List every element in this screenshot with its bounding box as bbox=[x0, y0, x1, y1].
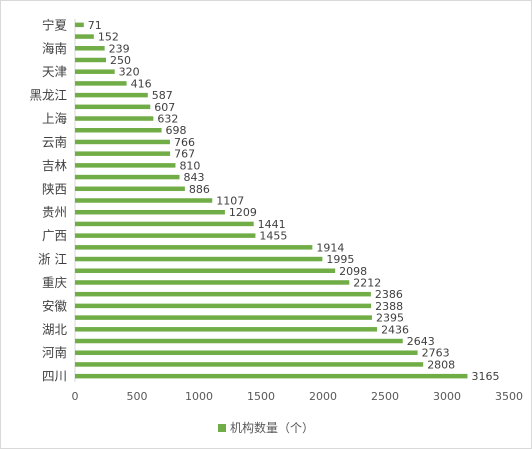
bar bbox=[75, 46, 105, 51]
category-label: 浙 江 bbox=[38, 252, 67, 267]
bar bbox=[75, 350, 418, 355]
x-tick-label: 1500 bbox=[247, 390, 275, 403]
x-tick-label: 3000 bbox=[433, 390, 461, 403]
x-tick-label: 1000 bbox=[185, 390, 213, 403]
category-label: 云南 bbox=[42, 134, 67, 149]
bar bbox=[75, 57, 106, 63]
data-label: 1209 bbox=[229, 206, 257, 219]
bar bbox=[75, 92, 148, 98]
data-label: 1995 bbox=[326, 253, 354, 266]
data-label: 886 bbox=[189, 183, 210, 196]
data-label: 1455 bbox=[259, 230, 287, 243]
data-label: 152 bbox=[98, 31, 119, 44]
data-label: 810 bbox=[179, 159, 200, 172]
category-label: 广西 bbox=[42, 228, 67, 243]
data-label: 239 bbox=[109, 42, 130, 55]
data-label: 632 bbox=[157, 113, 178, 126]
bar bbox=[75, 127, 162, 133]
bar bbox=[75, 69, 115, 74]
x-tick-label: 2500 bbox=[371, 390, 399, 403]
bar bbox=[75, 291, 371, 297]
data-label: 3165 bbox=[471, 370, 499, 383]
x-tick-label: 3500 bbox=[495, 390, 523, 403]
data-label: 1914 bbox=[316, 241, 344, 254]
x-tick-label: 0 bbox=[72, 390, 79, 403]
category-label: 贵州 bbox=[42, 205, 67, 220]
bar bbox=[75, 22, 84, 28]
x-tick-label: 2000 bbox=[309, 390, 337, 403]
bar bbox=[75, 104, 151, 110]
data-label: 1107 bbox=[216, 195, 244, 208]
bar bbox=[75, 151, 171, 156]
data-label: 2808 bbox=[427, 358, 455, 371]
x-tick-label: 500 bbox=[127, 390, 148, 403]
category-label: 河南 bbox=[42, 345, 67, 360]
category-label: 黑龙江 bbox=[29, 88, 67, 103]
legend-label: 机构数量（个） bbox=[229, 421, 314, 435]
bar bbox=[75, 256, 323, 262]
data-label: 320 bbox=[119, 66, 140, 79]
bar bbox=[75, 362, 424, 367]
data-label: 2643 bbox=[407, 335, 435, 348]
data-label: 71 bbox=[88, 19, 102, 32]
category-label: 宁夏 bbox=[42, 17, 68, 32]
data-label: 1441 bbox=[258, 218, 286, 231]
bar bbox=[75, 303, 372, 309]
category-label: 吉林 bbox=[42, 158, 68, 173]
category-label: 海南 bbox=[42, 41, 67, 56]
bar bbox=[75, 209, 225, 215]
category-label: 重庆 bbox=[42, 275, 68, 290]
bar bbox=[75, 174, 180, 180]
data-label: 2395 bbox=[376, 312, 404, 325]
data-label: 843 bbox=[184, 171, 205, 184]
bar bbox=[75, 139, 170, 145]
data-label: 2388 bbox=[375, 300, 403, 313]
data-label: 767 bbox=[174, 148, 195, 161]
bar bbox=[75, 186, 185, 192]
bar bbox=[75, 327, 378, 332]
data-label: 698 bbox=[166, 124, 187, 137]
data-label: 2436 bbox=[381, 323, 409, 336]
bar bbox=[75, 233, 256, 238]
bar bbox=[75, 338, 403, 344]
bar bbox=[75, 315, 372, 320]
data-label: 587 bbox=[152, 89, 173, 102]
data-label: 2212 bbox=[353, 276, 381, 289]
legend-swatch bbox=[217, 424, 226, 432]
bar bbox=[75, 198, 213, 203]
bar bbox=[75, 81, 127, 86]
bar bbox=[75, 268, 336, 274]
data-label: 416 bbox=[131, 77, 152, 90]
bar bbox=[75, 34, 94, 39]
bar bbox=[75, 116, 154, 121]
category-label: 陕西 bbox=[42, 181, 67, 196]
category-label: 天津 bbox=[42, 64, 67, 79]
bar bbox=[75, 280, 350, 285]
data-label: 2763 bbox=[422, 347, 450, 360]
legend: 机构数量（个） bbox=[1, 419, 531, 436]
bar bbox=[75, 245, 313, 250]
data-label: 607 bbox=[154, 101, 175, 114]
data-label: 250 bbox=[110, 54, 131, 67]
data-label: 2098 bbox=[339, 265, 367, 278]
category-label: 上海 bbox=[42, 111, 68, 126]
category-label: 湖北 bbox=[42, 322, 68, 337]
bar bbox=[75, 221, 254, 227]
bar bbox=[75, 373, 468, 379]
data-label: 766 bbox=[174, 136, 195, 149]
bar bbox=[75, 163, 176, 168]
category-label: 安徽 bbox=[42, 298, 68, 313]
category-label: 四川 bbox=[42, 369, 67, 384]
data-label: 2386 bbox=[375, 288, 403, 301]
